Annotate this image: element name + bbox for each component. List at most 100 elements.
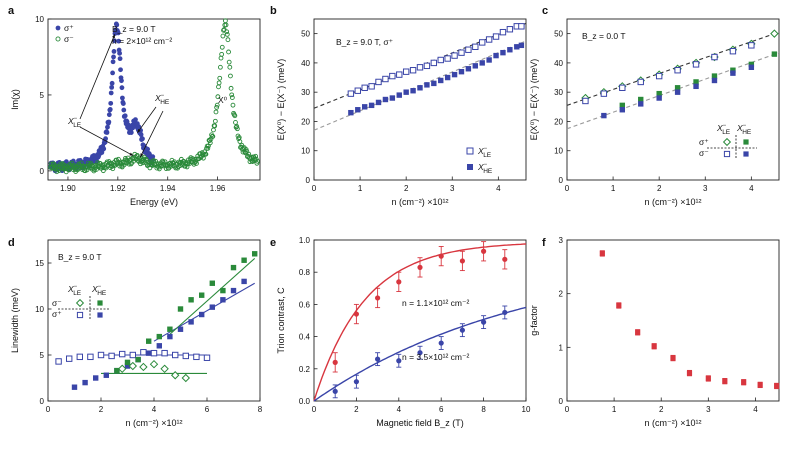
x-axis-label: n (cm⁻²) ×10¹² [125,418,182,428]
data-point [188,319,194,325]
panel-label-a: a [8,5,15,17]
data-point [375,78,382,86]
legend-col-he: X− HE [736,123,752,136]
data-point [114,367,120,374]
x-tick-label: 1.96 [210,184,226,193]
data-point [199,292,205,298]
data-point [748,42,755,49]
annotation-arrowhead [112,34,115,39]
data-point [651,343,657,349]
data-point [241,278,247,285]
data-point [177,326,184,332]
data-point [209,280,215,286]
panel-label-c: c [542,5,548,17]
data-point [692,61,700,68]
data-point [616,302,622,309]
data-point [172,351,179,359]
y-tick-label: 10 [35,305,44,314]
x-tick-label: 1.90 [60,184,76,193]
spectrum-point-σ⁺ [133,117,138,122]
data-point [353,379,359,385]
spectrum-point-σ⁻ [217,75,223,81]
spectrum-point-σ⁻ [117,163,123,169]
spectrum-point-σ⁻ [163,166,169,172]
spectrum-point-σ⁻ [237,139,243,144]
data-point [382,96,389,103]
spectrum-point-σ⁺ [104,130,110,135]
data-point [741,379,747,385]
data-point [124,363,131,369]
x-tick-label: 0 [565,405,570,414]
data-point [417,264,423,270]
legend-marker [743,139,749,145]
data-point [354,87,361,94]
spectrum-point-σ⁺ [110,59,116,65]
spectrum-point-σ⁺ [111,49,117,54]
annotation-arrowhead [140,153,144,158]
legend-label-sigma-plus: σ⁺ [64,23,74,33]
data-point [361,84,368,91]
data-point [252,251,258,257]
data-point [355,107,361,113]
spectrum-point-σ⁻ [205,145,211,151]
data-point [502,256,508,262]
y-tick-label: 0 [40,397,45,406]
data-point [230,287,237,294]
spectrum-point-σ⁺ [145,146,151,152]
y-tick-label: 0 [40,167,45,176]
data-point [139,362,148,372]
x-tick-label: 0 [46,405,51,414]
data-point [472,43,479,51]
data-point [230,264,237,271]
y-tick-label: 0 [559,397,564,406]
data-point [451,52,458,59]
data-point [674,89,681,95]
data-point [771,51,778,57]
data-point [332,359,338,365]
data-point [348,109,354,116]
spectrum-point-σ⁺ [114,22,120,28]
data-point [87,353,94,361]
spectrum-point-σ⁺ [122,113,128,119]
data-point [396,71,403,78]
data-point [368,102,375,109]
spectrum-point-σ⁻ [200,155,206,161]
legend-label-x-le: X− LE [477,146,492,159]
y-tick-label: 40 [301,59,310,68]
data-point [730,70,736,76]
spectrum-point-σ⁻ [220,33,226,39]
data-point [582,97,589,105]
spectrum-point-σ⁺ [118,67,123,73]
data-point [129,351,137,359]
x-tick-label: 4 [753,405,758,414]
y-axis-label: E(X⁰) − E(X⁻) (meV) [529,59,539,141]
annotation-bz: B_z = 0.0 T [582,31,626,41]
x-axis-label: Magnetic field B_z (T) [376,418,464,428]
data-point [220,297,226,303]
annotation-density-red: n = 1.1×10¹² cm⁻² [402,298,469,308]
data-point [167,333,173,340]
data-point [417,350,423,356]
annotation-density-blue: n = 3.5×10¹² cm⁻² [402,352,469,362]
panel-label-e: e [270,237,276,249]
data-point [601,112,607,119]
spectrum-point-σ⁻ [78,163,84,169]
spectrum-point-σ⁺ [112,38,117,44]
annotation-bz: B_z = 9.0 T [58,252,102,262]
y-tick-label: 10 [35,15,44,24]
annotation-arrow [136,106,157,134]
spectrum-point-σ⁺ [138,132,144,138]
data-point [181,373,191,383]
fit-line [166,257,256,338]
x-tick-label: 4 [152,405,157,414]
data-point [149,359,159,369]
data-point [146,338,152,344]
panel-label-b: b [270,5,277,17]
data-point [465,66,472,72]
spectrum-point-σ⁻ [215,94,221,100]
data-point [458,49,465,56]
spectrum-point-σ⁻ [228,85,234,91]
spectrum-point-σ⁻ [229,92,235,98]
data-point [156,343,162,349]
data-point [481,319,487,325]
